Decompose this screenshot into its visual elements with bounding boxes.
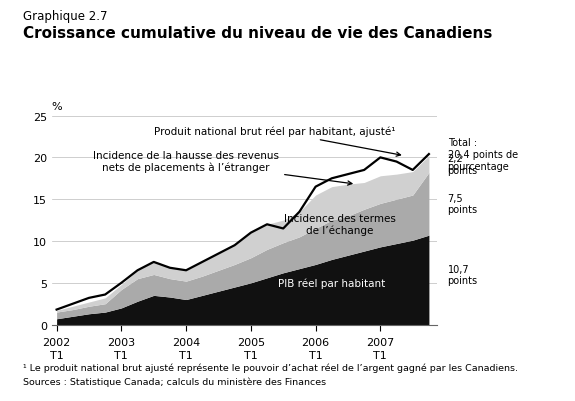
Text: 2,2
points: 2,2 points bbox=[447, 154, 478, 176]
Text: T1: T1 bbox=[309, 350, 323, 360]
Text: T1: T1 bbox=[179, 350, 193, 360]
Text: Croissance cumulative du niveau de vie des Canadiens: Croissance cumulative du niveau de vie d… bbox=[23, 26, 492, 41]
Text: 10,7
points: 10,7 points bbox=[447, 264, 478, 286]
Text: Sources : Statistique Canada; calculs du ministère des Finances: Sources : Statistique Canada; calculs du… bbox=[23, 377, 326, 387]
Text: Graphique 2.7: Graphique 2.7 bbox=[23, 10, 108, 23]
Text: T1: T1 bbox=[49, 350, 63, 360]
Text: 2003: 2003 bbox=[108, 337, 136, 347]
Text: 2002: 2002 bbox=[43, 337, 71, 347]
Text: ¹ Le produit national brut ajusté représente le pouvoir d’achat réel de l’argent: ¹ Le produit national brut ajusté représ… bbox=[23, 363, 518, 373]
Text: %: % bbox=[52, 102, 62, 112]
Text: 2004: 2004 bbox=[172, 337, 200, 347]
Text: T1: T1 bbox=[374, 350, 387, 360]
Text: 7,5
points: 7,5 points bbox=[447, 193, 478, 215]
Text: Produit national brut réel par habitant, ajusté¹: Produit national brut réel par habitant,… bbox=[154, 127, 401, 157]
Text: Incidence des termes
de l’échange: Incidence des termes de l’échange bbox=[284, 214, 396, 236]
Text: T1: T1 bbox=[244, 350, 258, 360]
Text: 2005: 2005 bbox=[237, 337, 265, 347]
Text: 2006: 2006 bbox=[301, 337, 329, 347]
Text: Incidence de la hausse des revenus
nets de placements à l’étranger: Incidence de la hausse des revenus nets … bbox=[93, 151, 352, 186]
Text: PIB réel par habitant: PIB réel par habitant bbox=[278, 278, 385, 288]
Text: Total :
20,4 points de
pourcentage: Total : 20,4 points de pourcentage bbox=[447, 138, 518, 171]
Text: 2007: 2007 bbox=[366, 337, 394, 347]
Text: T1: T1 bbox=[114, 350, 128, 360]
